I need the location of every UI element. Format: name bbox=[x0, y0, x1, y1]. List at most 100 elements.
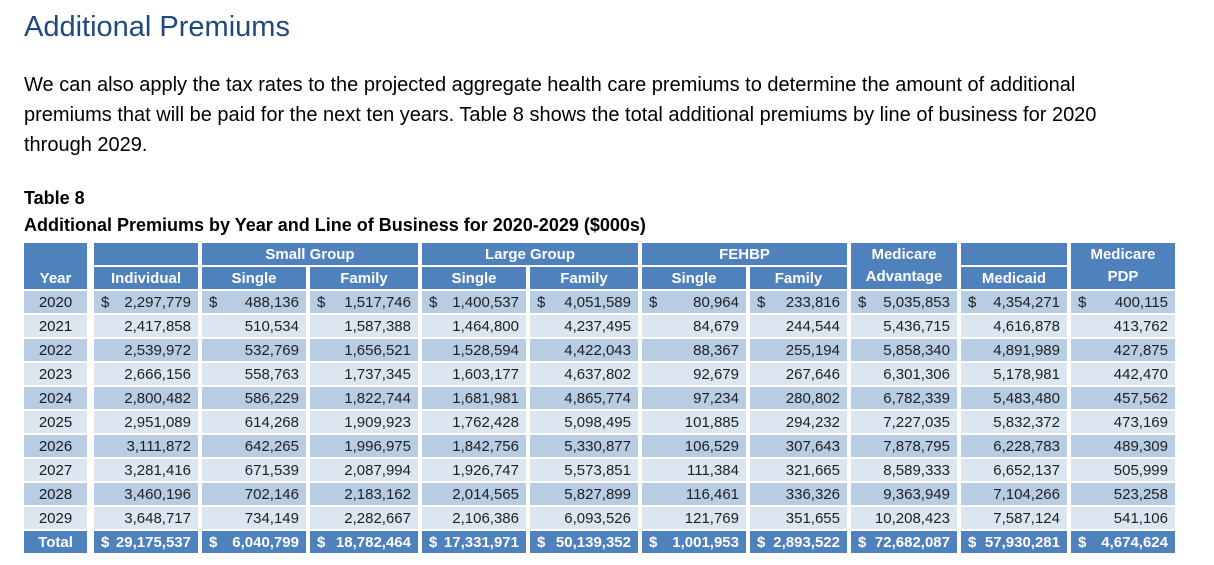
cell-value: 57,930,281 bbox=[984, 533, 1060, 551]
group-header-blank-5 bbox=[961, 243, 1067, 265]
cell-value: 5,483,480 bbox=[993, 389, 1060, 407]
value-cell: 336,326 bbox=[750, 483, 847, 505]
dollar-sign: $ bbox=[968, 533, 977, 551]
cell-value: 642,265 bbox=[244, 437, 299, 455]
table-row: 2026 3,111,872 642,265 1,996,975 1,842,756 5,… bbox=[24, 435, 1175, 457]
cell-value: 4,674,624 bbox=[1101, 533, 1168, 551]
group-header-blank-0 bbox=[94, 243, 198, 265]
value-cell: 510,534 bbox=[202, 315, 306, 337]
year-cell: 2025 bbox=[24, 411, 90, 433]
value-cell: $57,930,281 bbox=[961, 531, 1067, 553]
dollar-sign: $ bbox=[537, 533, 546, 551]
value-cell: 2,666,156 bbox=[94, 363, 198, 385]
value-cell: $4,051,589 bbox=[530, 291, 638, 313]
value-cell: 2,087,994 bbox=[310, 459, 418, 481]
cell-value: 5,832,372 bbox=[993, 413, 1060, 431]
value-cell: 6,301,306 bbox=[851, 363, 957, 385]
cell-value: 2,183,162 bbox=[344, 485, 411, 503]
cell-value: 7,104,266 bbox=[993, 485, 1060, 503]
cell-value: 400,115 bbox=[1114, 293, 1168, 311]
value-cell: 3,281,416 bbox=[94, 459, 198, 481]
value-cell: 6,652,137 bbox=[961, 459, 1067, 481]
value-cell: 523,258 bbox=[1071, 483, 1175, 505]
value-cell: $17,331,971 bbox=[422, 531, 526, 553]
cell-value: 244,544 bbox=[785, 317, 840, 335]
value-cell: $4,674,624 bbox=[1071, 531, 1175, 553]
column-header-year: Year bbox=[24, 243, 90, 289]
value-cell: 702,146 bbox=[202, 483, 306, 505]
value-cell: $72,682,087 bbox=[851, 531, 957, 553]
cell-value: 84,679 bbox=[693, 317, 739, 335]
cell-value: 2,893,522 bbox=[773, 533, 840, 551]
year-cell: 2027 bbox=[24, 459, 90, 481]
value-cell: 321,665 bbox=[750, 459, 847, 481]
value-cell: 2,539,972 bbox=[94, 339, 198, 361]
cell-value: 4,891,989 bbox=[993, 341, 1060, 359]
cell-value: 586,229 bbox=[244, 389, 299, 407]
cell-value: 2,951,089 bbox=[124, 413, 191, 431]
cell-value: 2,666,156 bbox=[124, 365, 191, 383]
cell-value: 116,461 bbox=[685, 485, 739, 503]
dollar-sign: $ bbox=[317, 533, 326, 551]
cell-value: 6,040,799 bbox=[232, 533, 299, 551]
value-cell: $80,964 bbox=[642, 291, 746, 313]
value-cell: 9,363,949 bbox=[851, 483, 957, 505]
year-cell: 2022 bbox=[24, 339, 90, 361]
cell-value: 442,470 bbox=[1113, 365, 1168, 383]
value-cell: $2,297,779 bbox=[94, 291, 198, 313]
year-cell: 2029 bbox=[24, 507, 90, 529]
value-cell: 1,528,594 bbox=[422, 339, 526, 361]
cell-value: 6,301,306 bbox=[883, 365, 950, 383]
cell-value: 541,106 bbox=[1113, 509, 1168, 527]
table-row: 2023 2,666,156 558,763 1,737,345 1,603,177 4,… bbox=[24, 363, 1175, 385]
cell-value: 2,282,667 bbox=[344, 509, 411, 527]
cell-value: 4,616,878 bbox=[993, 317, 1060, 335]
cell-value: 80,964 bbox=[693, 293, 739, 311]
column-header-medicare-pdp: Medicare PDP bbox=[1071, 243, 1175, 289]
dollar-sign: $ bbox=[209, 533, 218, 551]
cell-value: 321,665 bbox=[785, 461, 840, 479]
dollar-sign: $ bbox=[649, 293, 658, 311]
cell-value: 2,417,858 bbox=[124, 317, 191, 335]
value-cell: 92,679 bbox=[642, 363, 746, 385]
dollar-sign: $ bbox=[537, 293, 546, 311]
cell-value: 1,762,428 bbox=[452, 413, 519, 431]
cell-value: 2,106,386 bbox=[452, 509, 519, 527]
cell-value: 5,035,853 bbox=[883, 293, 950, 311]
value-cell: $1,400,537 bbox=[422, 291, 526, 313]
value-cell: 2,183,162 bbox=[310, 483, 418, 505]
dollar-sign: $ bbox=[101, 533, 110, 551]
cell-value: 523,258 bbox=[1113, 485, 1168, 503]
value-cell: 2,106,386 bbox=[422, 507, 526, 529]
value-cell: 586,229 bbox=[202, 387, 306, 409]
value-cell: 734,149 bbox=[202, 507, 306, 529]
cell-value: 2,087,994 bbox=[344, 461, 411, 479]
value-cell: $6,040,799 bbox=[202, 531, 306, 553]
value-cell: 5,098,495 bbox=[530, 411, 638, 433]
cell-value: 7,227,035 bbox=[883, 413, 950, 431]
cell-value: 1,737,345 bbox=[344, 365, 411, 383]
year-cell: 2028 bbox=[24, 483, 90, 505]
cell-value: 558,763 bbox=[244, 365, 299, 383]
value-cell: 1,996,975 bbox=[310, 435, 418, 457]
cell-value: 4,637,802 bbox=[564, 365, 631, 383]
cell-value: 1,517,746 bbox=[344, 293, 411, 311]
value-cell: 8,589,333 bbox=[851, 459, 957, 481]
total-label: Total bbox=[24, 531, 90, 553]
cell-value: 4,422,043 bbox=[564, 341, 631, 359]
value-cell: $2,893,522 bbox=[750, 531, 847, 553]
value-cell: 6,782,339 bbox=[851, 387, 957, 409]
cell-value: 413,762 bbox=[1113, 317, 1168, 335]
cell-value: 17,331,971 bbox=[443, 533, 519, 551]
cell-value: 97,234 bbox=[693, 389, 739, 407]
cell-value: 5,858,340 bbox=[883, 341, 950, 359]
intro-paragraph: We can also apply the tax rates to the p… bbox=[24, 74, 1097, 156]
dollar-sign: $ bbox=[429, 533, 438, 551]
value-cell: 1,762,428 bbox=[422, 411, 526, 433]
cell-value: 488,136 bbox=[244, 293, 299, 311]
column-header-single: Single bbox=[422, 267, 526, 289]
value-cell: 7,587,124 bbox=[961, 507, 1067, 529]
value-cell: 116,461 bbox=[642, 483, 746, 505]
group-header-large-group: Large Group bbox=[422, 243, 638, 265]
